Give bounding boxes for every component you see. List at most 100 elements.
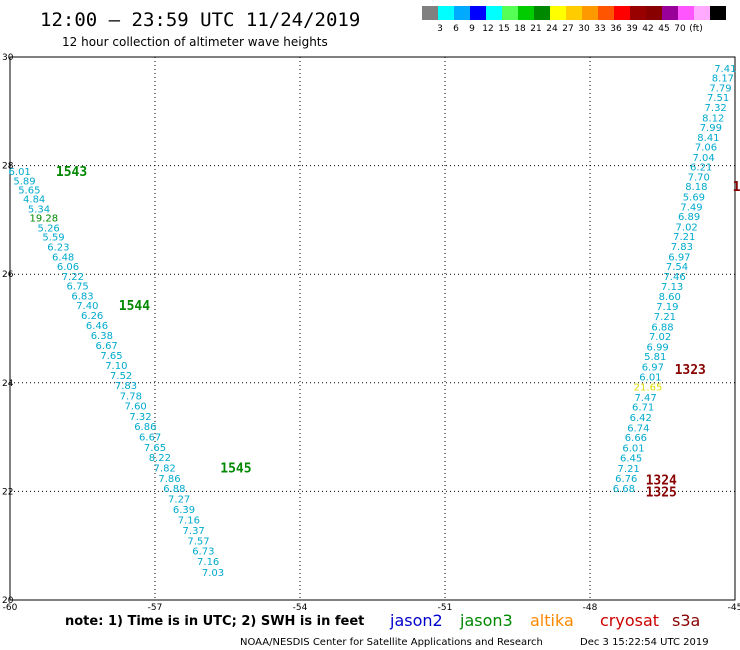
swh-value: 5.69 [683,193,705,204]
swh-value: 6.38 [91,331,113,342]
pass-label: 1544 [119,299,150,314]
swh-value: 4.84 [23,195,45,206]
swh-value: 7.32 [705,103,727,114]
swh-value: 6.01 [639,372,661,383]
swh-value: 7.78 [120,391,142,402]
swh-value: 6.76 [615,474,637,485]
swh-value: 7.41 [714,64,736,75]
legend-label: 24 [546,24,558,34]
swh-value: 6.67 [96,341,118,352]
swh-value: 7.49 [680,202,702,213]
swh-value: 7.02 [676,222,698,233]
legend-swatch [598,6,614,20]
legend-label: 70 [674,24,686,34]
swh-value: 7.21 [673,232,695,243]
swh-value: 8.12 [702,113,724,124]
footer-center: NOAA/NESDIS Center for Satellite Applica… [240,637,543,648]
y-tick-label: 22 [2,487,13,497]
legend-label: 21 [530,24,541,34]
swh-value: 6.01 [9,167,31,178]
swh-value: 7.32 [129,412,151,423]
swh-value: 5.89 [13,176,35,187]
x-tick-label: -57 [148,603,163,613]
legend-swatch [646,6,662,20]
swh-value: 5.59 [42,233,64,244]
legend-swatch [534,6,550,20]
swh-value: 5.34 [28,204,50,215]
swh-value: 7.03 [202,568,224,579]
legend-swatch [518,6,534,20]
legend-swatch [566,6,582,20]
swh-value: 7.86 [158,474,180,485]
pass-label: 1323 [675,363,706,378]
swh-value: 7.57 [187,536,209,547]
swh-value: 8.22 [149,453,171,464]
legend-label: 18 [514,24,526,34]
swh-value: 19.28 [30,214,59,225]
swh-value: 7.51 [707,93,729,104]
swh-value: 7.21 [618,464,640,475]
swh-value: 6.06 [57,262,79,273]
legend-label: (ft) [689,24,703,34]
y-tick-label: 26 [2,270,14,280]
swh-value: 7.52 [110,371,132,382]
legend-swatch [582,6,598,20]
legend-label: 45 [658,24,669,34]
swh-value: 6.74 [627,423,649,434]
swh-value: 7.82 [154,464,176,475]
legend-label: 12 [482,24,493,34]
swh-value: 6.67 [139,433,161,444]
swh-value: 8.60 [659,292,681,303]
swh-points: 6.015.895.654.845.3419.285.265.596.236.4… [9,64,737,579]
axis-ticks: -60 -57 -54 -51 -48 -45 20 22 24 26 28 30 [2,53,740,613]
swh-value: 7.79 [709,83,731,94]
swh-value: 6.46 [86,321,108,332]
swh-value: 7.83 [115,381,137,392]
x-tick-label: -45 [728,603,740,613]
legend-swatch [454,6,470,20]
swh-value: 7.40 [76,301,98,312]
swh-value: 7.21 [654,312,676,323]
footer-timestamp: Dec 3 15:22:54 UTC 2019 [580,637,709,648]
legend-label: 9 [469,24,475,34]
swh-value: 7.47 [634,393,656,404]
swh-value: 6.88 [651,322,673,333]
x-tick-label: -48 [583,603,598,613]
legend-swatch [438,6,454,20]
swh-value: 6.39 [173,505,195,516]
legend-label: 36 [610,24,622,34]
pass-label: 1324 [646,473,677,488]
swh-value: 6.83 [71,291,93,302]
swh-value: 6.45 [620,454,642,465]
swh-value: 7.02 [649,332,671,343]
legend-swatch [710,6,726,20]
chart-subtitle: 12 hour collection of altimeter wave hei… [62,35,328,49]
swh-value: 6.42 [630,413,652,424]
swh-value: 7.06 [695,143,717,154]
swh-value: 21.65 [634,383,663,394]
note-text: note: 1) Time is in UTC; 2) SWH is in fe… [65,614,364,629]
legend-swatch [630,6,646,20]
legend-swatch [678,6,694,20]
swh-value: 8.17 [712,74,734,85]
y-tick-label: 28 [2,162,14,172]
swh-value: 5.65 [18,185,40,196]
swh-value: 8.41 [697,133,719,144]
chart-title: 12:00 – 23:59 UTC 11/24/2019 [40,9,360,31]
pass-label: 1325 [646,485,677,500]
swh-value: 7.22 [62,272,84,283]
swh-value: 6.73 [192,547,214,558]
legend-label: 33 [594,24,605,34]
swh-value: 6.99 [647,342,669,353]
swh-value: 5.26 [38,224,60,235]
swh-value: 6.26 [81,311,103,322]
color-legend: 3 6 9 12 15 18 21 24 27 30 33 36 39 42 45 70 (ft) [422,6,726,34]
plot-frame [9,56,736,601]
legend-label: 30 [578,24,590,34]
swh-value: 7.46 [663,272,685,283]
swh-value: 7.60 [125,402,147,413]
x-tick-label: -54 [293,603,308,613]
legend-label: 42 [642,24,653,34]
mission-label: jason3 [459,611,513,630]
swh-value: 8.18 [685,182,707,193]
